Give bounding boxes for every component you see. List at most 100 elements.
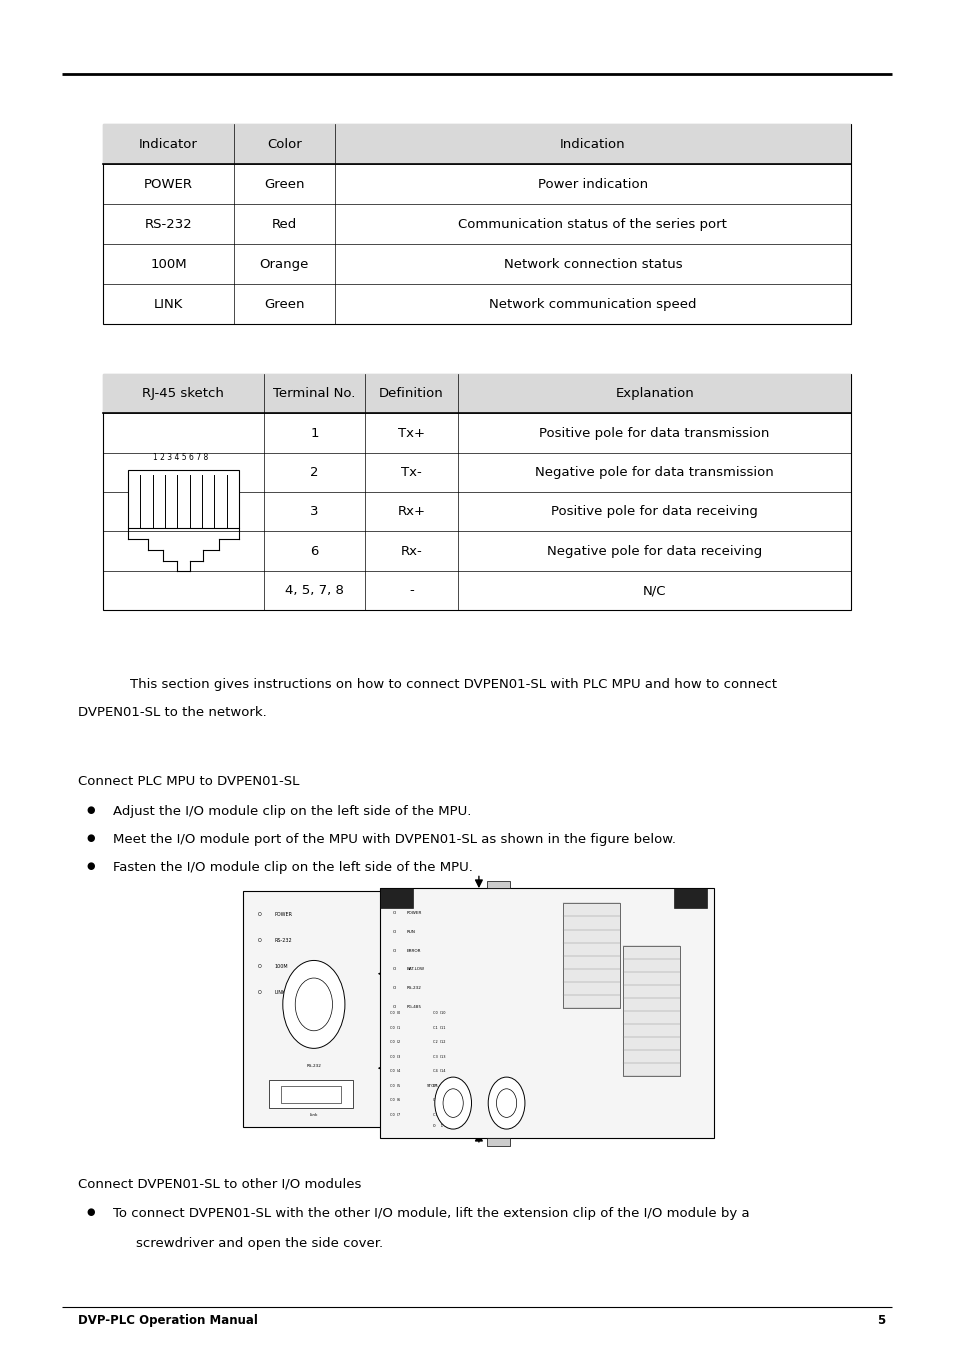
Text: C0  I5: C0 I5	[390, 1084, 399, 1088]
Bar	[103, 374, 850, 610]
Text: Connect DVPEN01-SL to other I/O modules: Connect DVPEN01-SL to other I/O modules	[78, 1177, 361, 1191]
Text: 2: 2	[310, 466, 318, 479]
Bar	[243, 891, 384, 1127]
Text: C0  I1: C0 I1	[390, 1026, 399, 1030]
Text: This section gives instructions on how to connect DVPEN01-SL with PLC MPU and ho: This section gives instructions on how t…	[112, 678, 776, 691]
Text: C6  I16: C6 I16	[433, 1098, 445, 1102]
Bar	[103, 124, 850, 165]
Text: C0  I7: C0 I7	[390, 1112, 399, 1116]
Text: Communication status of the series port: Communication status of the series port	[458, 217, 726, 231]
Bar	[562, 903, 619, 1008]
Text: ●: ●	[87, 833, 95, 842]
Bar	[128, 470, 239, 528]
Text: C2  I12: C2 I12	[433, 1040, 445, 1044]
Circle shape	[435, 1077, 471, 1129]
Text: Explanation: Explanation	[615, 387, 693, 400]
Text: POWER: POWER	[274, 913, 292, 917]
Text: LINK: LINK	[153, 297, 183, 310]
Text: C0  I2: C0 I2	[390, 1040, 399, 1044]
Text: DVP-PLC Operation Manual: DVP-PLC Operation Manual	[78, 1314, 258, 1327]
Bar	[103, 374, 850, 413]
Text: Red: Red	[272, 217, 296, 231]
Bar	[486, 1138, 509, 1146]
Bar	[622, 946, 679, 1076]
Text: Indicator: Indicator	[139, 138, 197, 151]
Text: O: O	[393, 1004, 395, 1008]
Text: 100M: 100M	[274, 964, 288, 969]
Text: O: O	[257, 913, 261, 917]
Text: 100M: 100M	[150, 258, 187, 270]
Text: DVPEN01-SL to the network.: DVPEN01-SL to the network.	[78, 706, 267, 720]
Text: Rx+: Rx+	[397, 505, 425, 518]
Bar	[379, 888, 713, 1138]
Text: ●: ●	[87, 861, 95, 871]
Circle shape	[442, 1089, 463, 1118]
Text: 1: 1	[310, 427, 318, 440]
Text: Rx-: Rx-	[400, 544, 422, 558]
Bar	[379, 888, 413, 909]
Text: ●: ●	[87, 805, 95, 814]
Text: BAT.LOW: BAT.LOW	[406, 968, 424, 972]
Text: Power indication: Power indication	[537, 178, 647, 190]
Text: C0  I3: C0 I3	[390, 1054, 399, 1058]
Text: N/C: N/C	[642, 585, 666, 597]
Text: Green: Green	[264, 178, 304, 190]
Text: Fasten the I/O module clip on the left side of the MPU.: Fasten the I/O module clip on the left s…	[112, 861, 472, 875]
Text: RUN: RUN	[406, 930, 415, 934]
Text: STOP: STOP	[426, 1084, 436, 1088]
Bar	[269, 1080, 353, 1108]
Text: To connect DVPEN01-SL with the other I/O module, lift the extension clip of the : To connect DVPEN01-SL with the other I/O…	[112, 1207, 748, 1220]
Text: Tx+: Tx+	[397, 427, 425, 440]
Text: Network communication speed: Network communication speed	[489, 297, 696, 310]
Text: ●: ●	[87, 1207, 95, 1216]
Text: Tx-: Tx-	[401, 466, 421, 479]
Text: Definition: Definition	[378, 387, 443, 400]
Text: Link: Link	[310, 1114, 317, 1118]
Text: O: O	[257, 938, 261, 944]
Circle shape	[496, 1089, 517, 1118]
Text: C3  I13: C3 I13	[433, 1054, 445, 1058]
Text: O: O	[393, 987, 395, 990]
Text: O: O	[393, 968, 395, 972]
Circle shape	[488, 1077, 524, 1129]
Text: Meet the I/O module port of the MPU with DVPEN01-SL as shown in the figure below: Meet the I/O module port of the MPU with…	[112, 833, 675, 846]
Text: screwdriver and open the side cover.: screwdriver and open the side cover.	[136, 1237, 383, 1250]
Text: Network connection status: Network connection status	[503, 258, 681, 270]
Text: Positive pole for data transmission: Positive pole for data transmission	[538, 427, 769, 440]
Text: RS-232: RS-232	[274, 938, 292, 944]
Text: O: O	[393, 911, 395, 915]
Text: C0  I6: C0 I6	[390, 1098, 399, 1102]
Text: RS-232: RS-232	[145, 217, 193, 231]
Bar	[673, 888, 706, 909]
Text: O: O	[257, 964, 261, 969]
Text: RJ-45 sketch: RJ-45 sketch	[142, 387, 224, 400]
Bar	[103, 124, 850, 324]
Text: 4, 5, 7, 8: 4, 5, 7, 8	[285, 585, 343, 597]
Circle shape	[282, 960, 345, 1049]
Text: O: O	[257, 990, 261, 995]
Text: C0  I10: C0 I10	[433, 1011, 445, 1015]
Circle shape	[294, 977, 333, 1031]
Text: LINK: LINK	[274, 990, 285, 995]
Text: -: -	[409, 585, 414, 597]
Text: C0  I0: C0 I0	[390, 1011, 399, 1015]
Text: C0  I4: C0 I4	[390, 1069, 399, 1073]
Bar	[281, 1085, 340, 1103]
Text: 6: 6	[310, 544, 318, 558]
Text: RS-232: RS-232	[406, 987, 421, 990]
Text: Orange: Orange	[259, 258, 309, 270]
Bar	[486, 880, 509, 888]
Text: Adjust the I/O module clip on the left side of the MPU.: Adjust the I/O module clip on the left s…	[112, 805, 471, 818]
Text: C1  I11: C1 I11	[433, 1026, 445, 1030]
Text: RS-232: RS-232	[306, 1064, 321, 1068]
Text: 5: 5	[876, 1314, 884, 1327]
Text: Terminal No.: Terminal No.	[273, 387, 355, 400]
Text: Green: Green	[264, 297, 304, 310]
Text: Connect PLC MPU to DVPEN01-SL: Connect PLC MPU to DVPEN01-SL	[78, 775, 299, 788]
Text: C5  I15: C5 I15	[433, 1084, 445, 1088]
Text: Positive pole for data receiving: Positive pole for data receiving	[551, 505, 758, 518]
Text: C7  I17: C7 I17	[433, 1112, 445, 1116]
Text: Color: Color	[267, 138, 301, 151]
Text: C4  I14: C4 I14	[433, 1069, 445, 1073]
Text: 3: 3	[310, 505, 318, 518]
